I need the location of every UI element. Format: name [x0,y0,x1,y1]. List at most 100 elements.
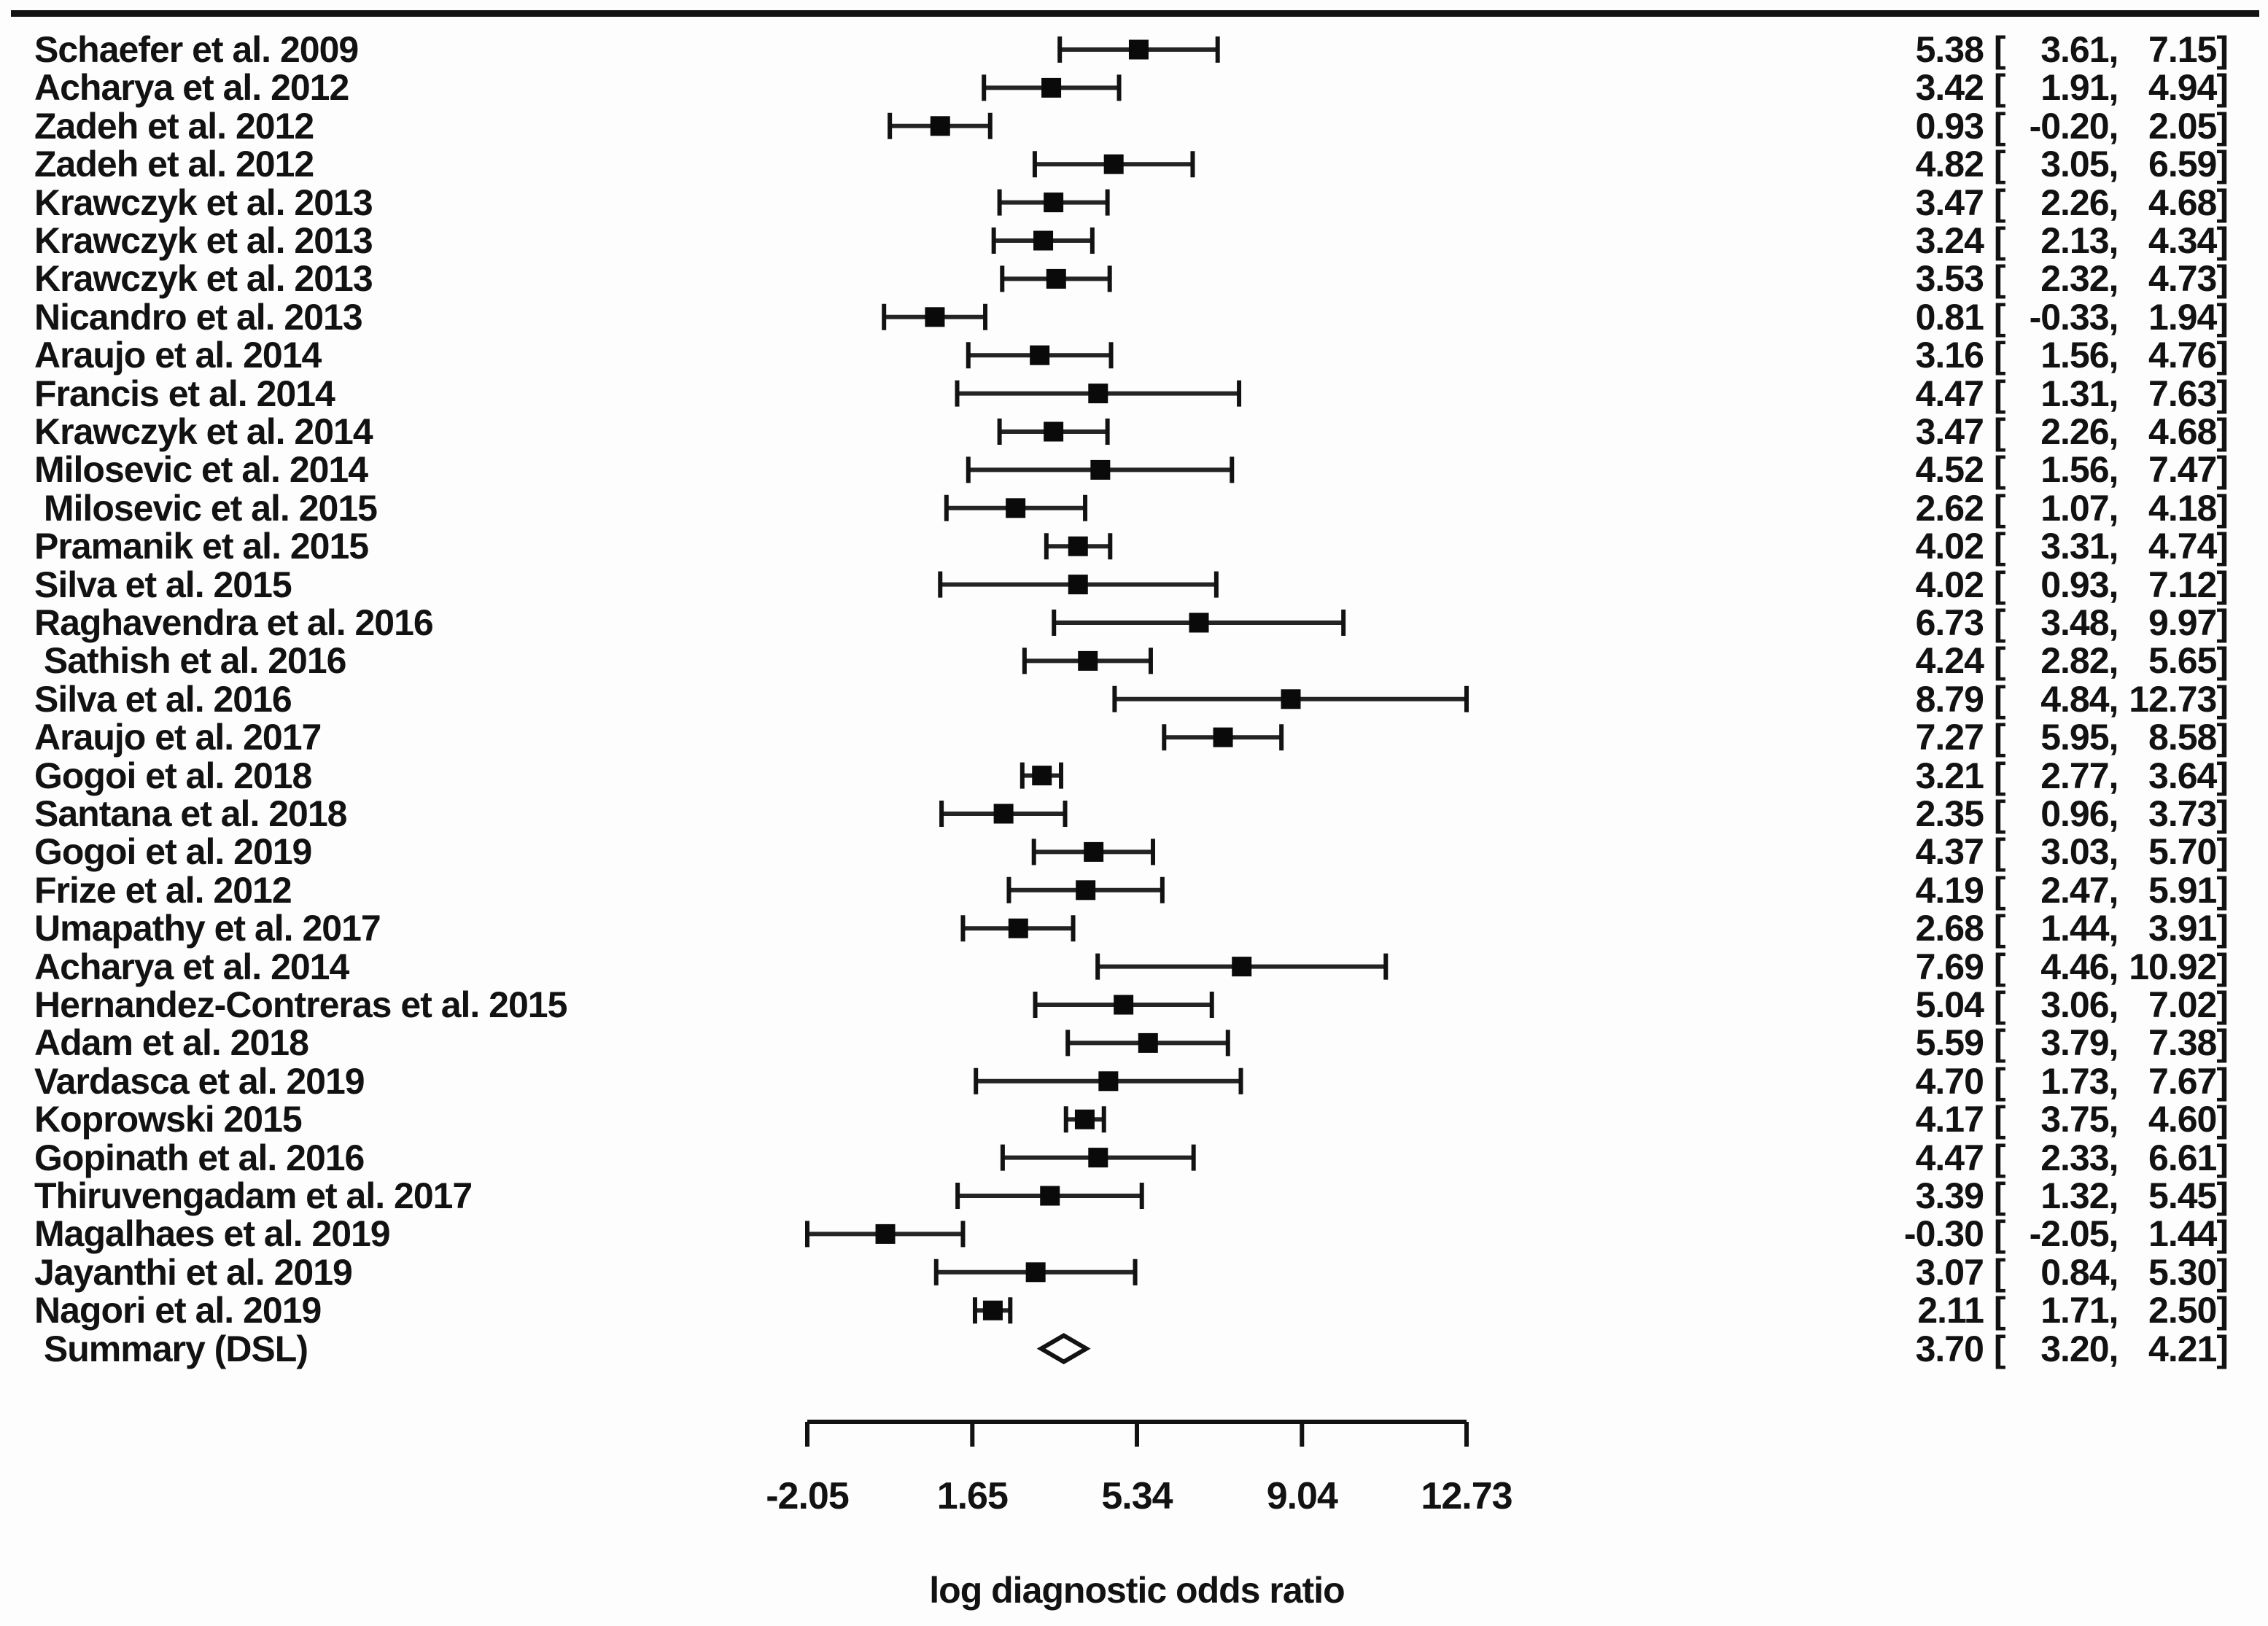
estimate-text: 3.16 [ 1.56 , 4.76 ] [1876,335,2229,376]
estimate-text: 4.70 [ 1.73 , 7.67 ] [1876,1060,2229,1102]
ci-upper: 4.68 [2148,411,2217,452]
study-label: Zadeh et al. 2012 [34,105,314,147]
estimate-text: 3.39 [ 1.32 , 5.45 ] [1876,1175,2229,1216]
study-label: Krawczyk et al. 2013 [34,182,373,223]
open-bracket: [ [1993,1022,2006,1064]
point-estimate-marker [1040,1186,1060,1206]
point-estimate-marker [1281,689,1301,709]
close-bracket: ] [2216,1251,2229,1293]
estimate-text: 3.47 [ 2.26 , 4.68 ] [1876,182,2229,223]
ci-lower: 1.73 [2040,1060,2109,1102]
estimate-value: 7.27 [1915,717,1984,758]
ci-upper: 7.02 [2148,984,2217,1025]
forest-row: Krawczyk et al. 2013 3.24 [ 2.13 , 4.34 … [0,220,2268,261]
x-axis-tick-label: 12.73 [1421,1475,1512,1517]
study-label: Thiruvengadam et al. 2017 [34,1175,473,1216]
estimate-value: 2.11 [1917,1290,1984,1331]
study-label: Frize et al. 2012 [34,869,292,911]
ci-upper: 4.18 [2148,487,2217,529]
ci-separator: , [2108,564,2128,605]
study-label: Silva et al. 2016 [34,678,292,720]
ci-separator: , [2108,717,2128,758]
close-bracket: ] [2216,1290,2229,1331]
forest-row: Jayanthi et al. 2019 3.07 [ 0.84 , 5.30 … [0,1251,2268,1293]
estimate-value: 3.39 [1915,1175,1984,1216]
study-label: Summary (DSL) [34,1328,308,1369]
point-estimate-marker [982,1300,1003,1320]
ci-separator: , [2108,678,2128,720]
study-label: Santana et al. 2018 [34,793,347,834]
estimate-value: 4.19 [1915,869,1984,911]
close-bracket: ] [2216,335,2229,376]
x-axis-tick-label: 9.04 [1266,1475,1338,1517]
close-bracket: ] [2216,29,2229,70]
estimate-value: 4.52 [1915,449,1984,491]
close-bracket: ] [2216,182,2229,223]
ci-upper: 4.68 [2148,182,2217,223]
point-estimate-marker [1084,841,1104,862]
study-label: Schaefer et al. 2009 [34,29,359,70]
estimate-value: 3.24 [1915,220,1984,261]
ci-separator: , [2108,526,2128,567]
open-bracket: [ [1993,487,2006,529]
close-bracket: ] [2216,1060,2229,1102]
ci-upper: 7.63 [2148,373,2217,414]
study-label: Nagori et al. 2019 [34,1290,322,1331]
open-bracket: [ [1993,220,2006,261]
estimate-value: 0.81 [1915,296,1984,338]
close-bracket: ] [2216,831,2229,873]
estimate-value: 2.35 [1915,793,1984,834]
ci-lower: 2.13 [2040,220,2109,261]
ci-upper: 4.76 [2148,335,2217,376]
close-bracket: ] [2216,869,2229,911]
close-bracket: ] [2216,105,2229,147]
close-bracket: ] [2216,984,2229,1025]
open-bracket: [ [1993,29,2006,70]
estimate-text: 6.73 [ 3.48 , 9.97 ] [1876,602,2229,643]
ci-separator: , [2108,258,2128,300]
point-estimate-marker [1088,384,1108,404]
forest-row: Araujo et al. 2014 3.16 [ 1.56 , 4.76 ] [0,335,2268,376]
close-bracket: ] [2216,296,2229,338]
point-estimate-marker [1032,766,1052,786]
ci-lower: 3.31 [2040,526,2109,567]
study-label: Umapathy et al. 2017 [34,908,381,949]
ci-lower: 0.96 [2040,793,2109,834]
ci-lower: 4.46 [2040,946,2109,987]
ci-upper: 4.60 [2148,1099,2217,1140]
open-bracket: [ [1993,564,2006,605]
estimate-value: 2.62 [1915,487,1984,529]
ci-upper: 7.15 [2148,29,2217,70]
estimate-text: 2.68 [ 1.44 , 3.91 ] [1876,908,2229,949]
estimate-value: 5.04 [1915,984,1984,1025]
open-bracket: [ [1993,602,2006,643]
open-bracket: [ [1993,67,2006,109]
ci-separator: , [2108,335,2128,376]
point-estimate-marker [1006,498,1026,518]
point-estimate-marker [1068,575,1088,595]
estimate-text: 4.47 [ 1.31 , 7.63 ] [1876,373,2229,414]
ci-separator: , [2108,602,2128,643]
point-estimate-marker [1138,1032,1158,1053]
point-estimate-marker [930,116,950,136]
forest-row: Silva et al. 2016 8.79 [ 4.84 , 12.73 ] [0,678,2268,720]
forest-row: Thiruvengadam et al. 2017 3.39 [ 1.32 , … [0,1175,2268,1216]
point-estimate-marker [1213,727,1233,747]
estimate-text: 2.35 [ 0.96 , 3.73 ] [1876,793,2229,834]
estimate-text: 3.07 [ 0.84 , 5.30 ] [1876,1251,2229,1293]
study-label: Araujo et al. 2017 [34,717,322,758]
estimate-value: 3.07 [1915,1251,1984,1293]
ci-upper: 4.74 [2148,526,2217,567]
summary-diamond [1036,1333,1091,1365]
figure-top-rule [11,10,2259,17]
estimate-text: 3.70 [ 3.20 , 4.21 ] [1876,1329,2229,1369]
ci-separator: , [2108,946,2128,987]
point-estimate-marker [1041,77,1062,98]
close-bracket: ] [2216,1175,2229,1216]
ci-separator: , [2108,373,2128,414]
ci-lower: 3.75 [2040,1099,2109,1140]
open-bracket: [ [1993,449,2006,491]
close-bracket: ] [2216,1213,2229,1255]
ci-separator: , [2108,984,2128,1025]
close-bracket: ] [2216,640,2229,682]
